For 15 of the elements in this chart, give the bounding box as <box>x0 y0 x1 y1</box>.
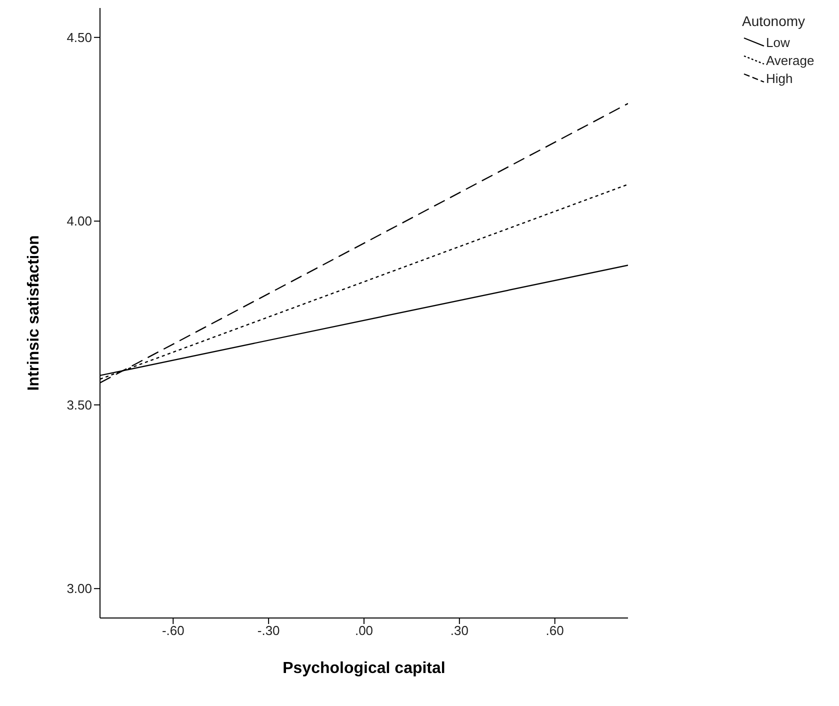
x-tick-label: .00 <box>354 623 374 638</box>
x-tick-label: -.60 <box>162 623 184 638</box>
y-tick-label: 3.50 <box>66 397 92 412</box>
x-tick-label: .60 <box>546 623 564 638</box>
legend-title: Autonomy <box>742 13 806 29</box>
legend-label: High <box>766 70 793 86</box>
y-axis-title: Intrinsic satisfaction <box>26 235 43 391</box>
y-tick-label: 3.00 <box>66 581 92 596</box>
y-tick-label: 4.50 <box>66 30 92 46</box>
x-tick-label: .30 <box>450 623 468 638</box>
x-tick-label: -.30 <box>257 623 280 638</box>
x-axis-title: Psychological capital <box>282 660 446 677</box>
legend-label: Average <box>766 52 814 68</box>
legend-label: Low <box>766 34 790 50</box>
y-tick-label: 4.00 <box>66 214 92 229</box>
